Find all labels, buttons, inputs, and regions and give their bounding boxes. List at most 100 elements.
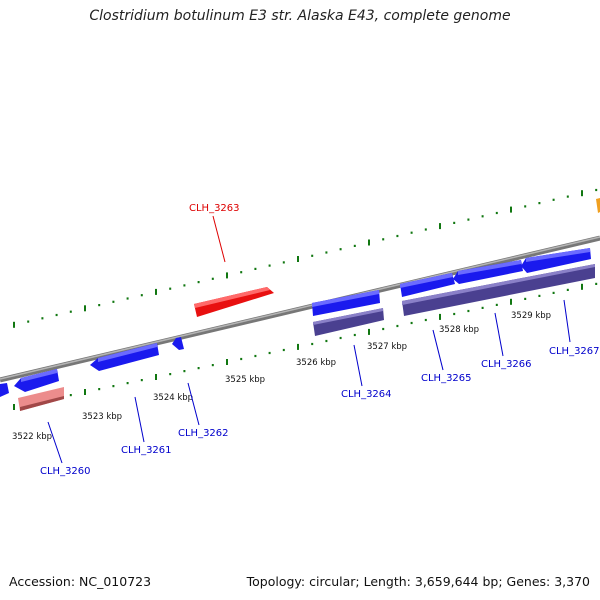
- genome-backbone: [0, 235, 600, 383]
- callout-line-clh-3261: [134, 396, 145, 443]
- tick-mark: [27, 320, 30, 323]
- tick-mark: [69, 310, 72, 313]
- upper-tick-row: [13, 188, 598, 328]
- tick-mark: [524, 205, 527, 208]
- tick-mark: [581, 190, 583, 197]
- tick-label-3527: 3527 kbp: [367, 342, 407, 352]
- tick-mark: [155, 288, 157, 295]
- gene-arrow-clh-3262: [172, 337, 184, 350]
- gene-arrow-clh-3261: [90, 343, 159, 371]
- tick-mark: [481, 306, 484, 309]
- gene-label-clh-3261: CLH_3261: [121, 445, 172, 456]
- gene-arrow-clh-3264: [312, 290, 380, 316]
- tick-mark: [495, 303, 498, 306]
- tick-mark: [595, 282, 598, 285]
- tick-mark: [226, 272, 228, 279]
- tick-mark: [325, 339, 328, 343]
- rna-block-clh-3264: [313, 308, 384, 336]
- map-title: Clostridium botulinum E3 str. Alaska E43…: [89, 8, 511, 24]
- tick-mark: [254, 354, 257, 358]
- tick-mark: [13, 321, 15, 328]
- gene-arrow-clh-3267: [521, 248, 591, 273]
- tick-mark: [439, 223, 441, 230]
- accession-label: Accession: NC_010723: [9, 574, 152, 589]
- callout-line-clh-3264: [353, 344, 363, 387]
- tick-mark: [268, 351, 271, 355]
- tick-mark: [368, 328, 370, 335]
- tick-mark: [211, 277, 214, 280]
- tick-mark: [424, 318, 427, 322]
- tick-mark: [311, 254, 314, 257]
- gene-arrow-clh-3266: [453, 260, 523, 284]
- tick-mark: [353, 244, 356, 247]
- tick-mark: [538, 294, 541, 297]
- tick-mark: [410, 231, 413, 234]
- tick-mark: [155, 374, 157, 380]
- tick-mark: [69, 394, 72, 397]
- lower-tick-row: [13, 282, 598, 410]
- gene-label-clh-3264: CLH_3264: [341, 389, 392, 400]
- tick-mark: [84, 389, 86, 395]
- feature-edge-orange: [596, 198, 600, 213]
- tick-mark: [552, 198, 555, 201]
- tick-label-3528: 3528 kbp: [439, 325, 479, 335]
- tick-mark: [197, 281, 200, 284]
- gene-label-clh-3265: CLH_3265: [421, 373, 472, 384]
- tick-mark: [424, 228, 427, 231]
- gene-label-clh-3263: CLH_3263: [189, 203, 240, 214]
- tick-mark: [240, 271, 243, 274]
- tick-mark: [410, 321, 413, 325]
- tick-mark: [566, 195, 569, 198]
- gene-label-clh-3262: CLH_3262: [178, 428, 229, 439]
- tick-mark: [268, 264, 271, 267]
- rna-block-clh-3265: [402, 264, 595, 316]
- tick-mark: [13, 404, 15, 410]
- tick-mark: [282, 348, 285, 352]
- tick-mark: [353, 333, 356, 337]
- tick-mark: [98, 388, 101, 391]
- tick-label-3525: 3525 kbp: [225, 375, 265, 385]
- tick-mark: [467, 218, 470, 221]
- tick-mark: [595, 188, 598, 192]
- gene-arrow-clh-3260: [14, 369, 59, 392]
- tick-mark: [552, 291, 555, 294]
- tick-mark: [382, 327, 385, 331]
- tick-mark: [140, 379, 143, 382]
- tick-mark: [510, 298, 512, 305]
- tick-mark: [240, 357, 243, 361]
- gene-arrow-clh-3265: [400, 273, 455, 297]
- reverse-features: [0, 264, 595, 411]
- callout-line-clh-3263: [212, 215, 226, 263]
- callout-line-clh-3262: [187, 382, 200, 426]
- callout-lines: [47, 215, 571, 464]
- tick-mark: [439, 313, 441, 320]
- callout-line-clh-3267: [563, 299, 571, 343]
- gene-label-clh-3266: CLH_3266: [481, 359, 532, 370]
- tick-mark: [566, 288, 569, 291]
- tick-label-3523: 3523 kbp: [82, 412, 122, 422]
- tick-label-3526: 3526 kbp: [296, 358, 336, 368]
- tick-mark: [169, 373, 172, 376]
- tick-mark: [481, 215, 484, 218]
- tick-mark: [538, 202, 541, 205]
- tick-mark: [55, 313, 58, 317]
- tick-mark: [98, 304, 101, 307]
- tick-mark: [510, 206, 512, 213]
- tick-mark: [126, 382, 129, 385]
- gene-label-clh-3260: CLH_3260: [40, 466, 91, 477]
- gene-label-clh-3267: CLH_3267: [549, 346, 600, 357]
- tick-label-3522: 3522 kbp: [12, 432, 52, 442]
- tick-mark: [140, 294, 143, 297]
- tick-mark: [112, 385, 115, 388]
- tick-mark: [339, 336, 342, 340]
- rna-block-clh-3260: [18, 387, 64, 411]
- tick-mark: [41, 317, 44, 320]
- tick-mark: [126, 297, 129, 300]
- tick-mark: [297, 343, 299, 350]
- tick-mark: [339, 248, 342, 251]
- tick-mark: [211, 364, 214, 367]
- tick-mark: [183, 370, 186, 373]
- tick-mark: [226, 359, 228, 365]
- tick-mark: [169, 287, 172, 290]
